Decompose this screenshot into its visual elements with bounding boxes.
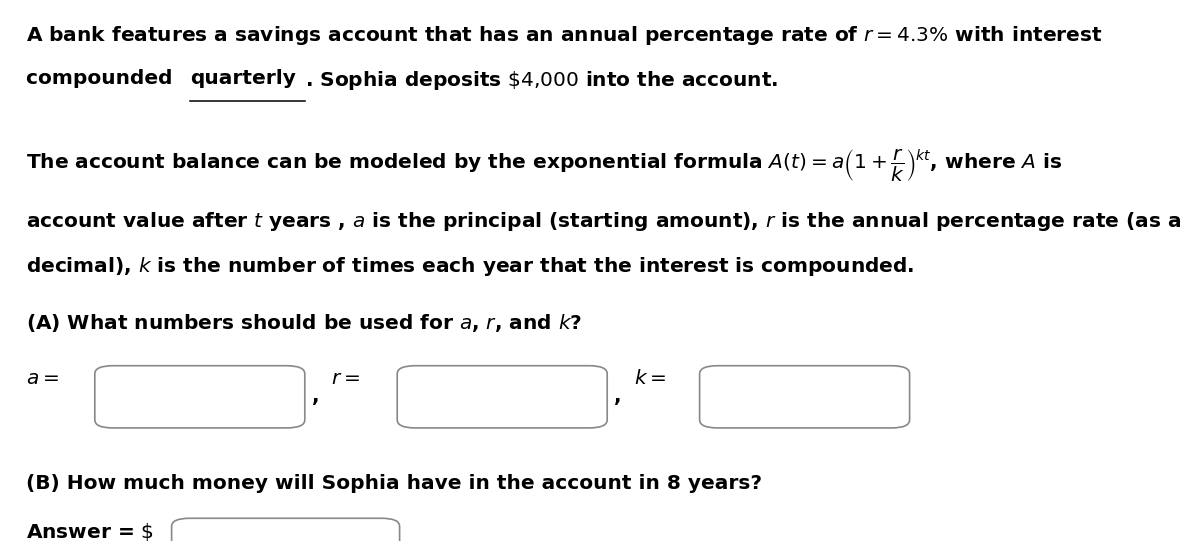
Text: decimal), $k$ is the number of times each year that the interest is compounded.: decimal), $k$ is the number of times eac… (26, 255, 914, 278)
Text: ,: , (614, 387, 622, 406)
Text: The account balance can be modeled by the exponential formula $A(t) = a\left(1 +: The account balance can be modeled by th… (26, 148, 1063, 184)
Text: $k = $: $k = $ (634, 369, 666, 388)
Text: .: . (407, 536, 414, 541)
Text: (B) How much money will Sophia have in the account in 8 years?: (B) How much money will Sophia have in t… (26, 474, 762, 493)
Text: quarterly: quarterly (190, 69, 296, 88)
FancyBboxPatch shape (172, 518, 400, 541)
Text: $a = $: $a = $ (26, 369, 60, 388)
Text: . Sophia deposits $\$4{,}000$ into the account.: . Sophia deposits $\$4{,}000$ into the a… (305, 69, 778, 93)
Text: account value after $t$ years , $a$ is the principal (starting amount), $r$ is t: account value after $t$ years , $a$ is t… (26, 210, 1182, 233)
Text: $r = $: $r = $ (331, 369, 360, 388)
Text: ,: , (312, 387, 319, 406)
Text: A bank features a savings account that has an annual percentage rate of $r = 4.3: A bank features a savings account that h… (26, 24, 1103, 48)
Text: Answer = $\$$: Answer = $\$$ (26, 521, 155, 541)
Text: compounded: compounded (26, 69, 180, 88)
FancyBboxPatch shape (95, 366, 305, 428)
FancyBboxPatch shape (700, 366, 910, 428)
FancyBboxPatch shape (397, 366, 607, 428)
Text: (A) What numbers should be used for $a$, $r$, and $k$?: (A) What numbers should be used for $a$,… (26, 312, 583, 334)
